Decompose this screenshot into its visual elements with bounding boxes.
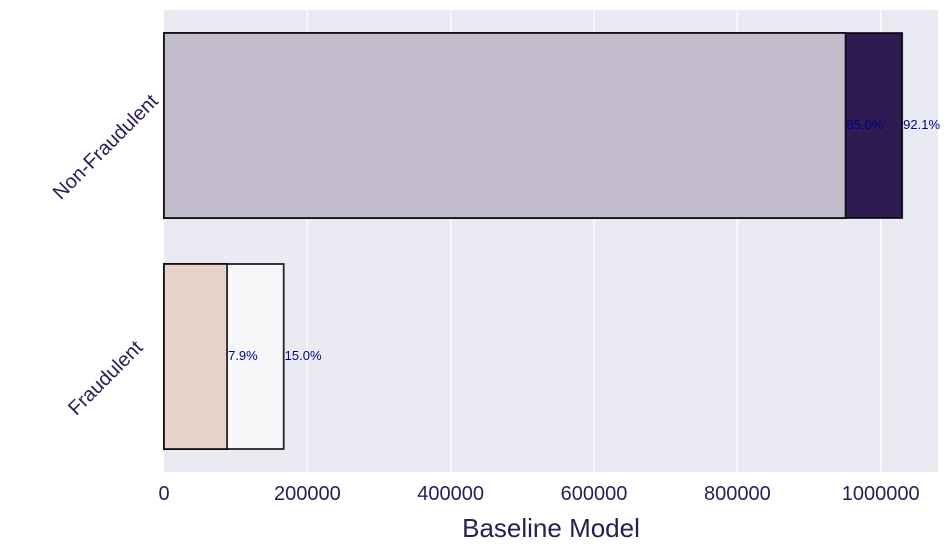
data-label: 85.0% <box>847 117 884 132</box>
x-tick-labels: 0 200000 400000 600000 800000 1000000 <box>158 483 919 505</box>
x-tick-label: 0 <box>158 483 169 505</box>
bar <box>163 263 228 450</box>
x-tick-label: 400000 <box>417 483 484 505</box>
x-tick-label: 800000 <box>704 483 771 505</box>
y-tick-label: Non-Fraudulent <box>49 90 163 204</box>
data-label: 15.0% <box>285 348 322 363</box>
bars <box>163 32 904 450</box>
x-tick-label: 1000000 <box>842 483 920 505</box>
data-labels: 92.1% 15.0% 85.0% 7.9% <box>228 117 940 363</box>
y-tick-labels: Non-Fraudulent Fraudulent <box>49 90 163 420</box>
y-tick-label: Fraudulent <box>64 336 147 419</box>
data-label: 7.9% <box>228 348 258 363</box>
x-tick-label: 200000 <box>274 483 341 505</box>
bar <box>163 32 847 219</box>
data-label: 92.1% <box>903 117 940 132</box>
x-axis-label: Baseline Model <box>462 513 640 543</box>
x-tick-label: 600000 <box>561 483 628 505</box>
